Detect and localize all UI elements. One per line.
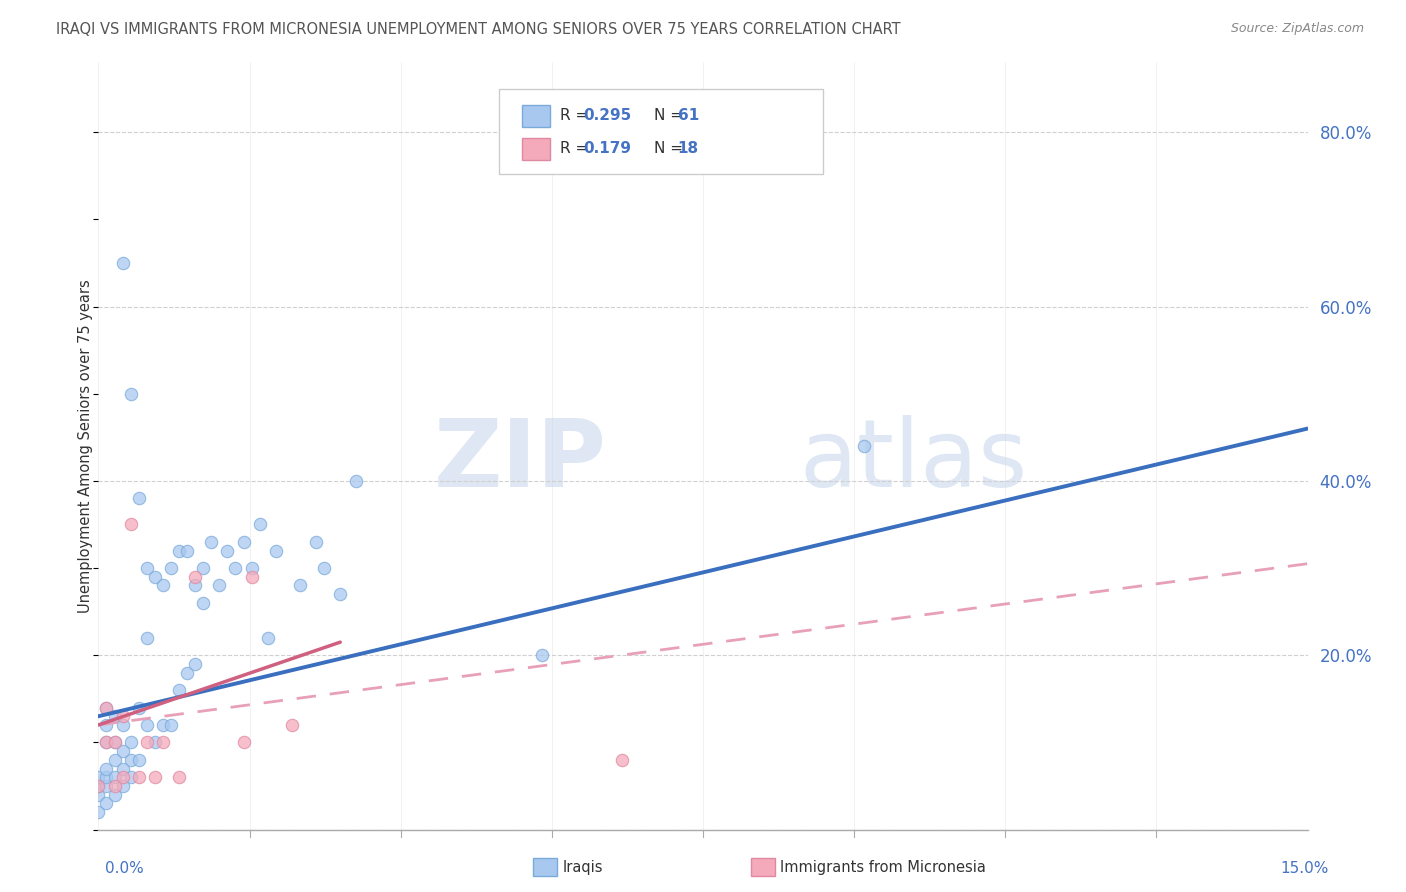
Point (240, 570, 263, 584)
Y-axis label: Unemployment Among Seniors over 75 years: Unemployment Among Seniors over 75 years (77, 279, 93, 613)
Point (288, 578, 311, 592)
Point (160, 561, 183, 575)
Point (160, 718, 183, 732)
Point (135, 735, 157, 749)
Point (152, 578, 174, 592)
Text: atlas: atlas (800, 416, 1028, 508)
Point (143, 735, 166, 749)
Point (256, 631, 278, 645)
Point (240, 561, 263, 575)
Point (120, 517, 142, 532)
Point (111, 718, 134, 732)
Text: Source: ZipAtlas.com: Source: ZipAtlas.com (1230, 22, 1364, 36)
Point (96, 700, 118, 714)
Point (103, 788, 125, 802)
Text: 0.0%: 0.0% (105, 861, 145, 876)
Point (128, 491, 150, 506)
Point (176, 543, 198, 558)
Point (103, 709, 125, 723)
Point (111, 709, 134, 723)
Point (612, 753, 634, 767)
Point (103, 735, 125, 749)
Point (120, 386, 142, 401)
Text: 0.179: 0.179 (583, 142, 631, 156)
Point (232, 735, 254, 749)
Point (120, 753, 142, 767)
Point (224, 561, 246, 575)
Point (232, 534, 254, 549)
Point (87, 779, 110, 793)
Point (87, 788, 110, 802)
Point (96, 770, 118, 784)
Point (193, 596, 215, 610)
Point (167, 683, 190, 698)
Point (344, 474, 367, 488)
Point (96, 735, 118, 749)
Text: R =: R = (560, 142, 593, 156)
Point (96, 718, 118, 732)
Point (208, 578, 231, 592)
Point (87, 805, 110, 819)
Point (329, 587, 352, 601)
Point (96, 779, 118, 793)
Point (264, 543, 287, 558)
Point (249, 517, 271, 532)
Text: R =: R = (560, 109, 593, 123)
Point (167, 543, 190, 558)
Point (111, 770, 134, 784)
Text: Iraqis: Iraqis (562, 860, 603, 874)
Point (135, 561, 157, 575)
Text: 61: 61 (678, 109, 699, 123)
Point (135, 718, 157, 732)
Point (96, 700, 118, 714)
Point (530, 648, 553, 663)
Point (184, 657, 207, 671)
Point (111, 256, 134, 270)
Point (120, 735, 142, 749)
Point (103, 770, 125, 784)
Point (111, 762, 134, 776)
Point (128, 753, 150, 767)
Point (167, 770, 190, 784)
Text: 0.295: 0.295 (583, 109, 631, 123)
Text: ZIP: ZIP (433, 416, 606, 508)
Point (314, 561, 336, 575)
Text: 15.0%: 15.0% (1281, 861, 1329, 876)
Text: N =: N = (654, 142, 688, 156)
Point (281, 718, 304, 732)
Point (111, 744, 134, 758)
Point (184, 570, 207, 584)
Point (128, 770, 150, 784)
Point (193, 561, 215, 575)
Point (96, 797, 118, 811)
Point (87, 779, 110, 793)
Point (143, 770, 166, 784)
Point (103, 735, 125, 749)
Point (128, 700, 150, 714)
Point (853, 439, 876, 453)
Point (143, 570, 166, 584)
Point (184, 578, 207, 592)
Point (135, 631, 157, 645)
Point (87, 770, 110, 784)
Point (200, 534, 222, 549)
Text: Immigrants from Micronesia: Immigrants from Micronesia (780, 860, 986, 874)
Point (96, 735, 118, 749)
Text: 18: 18 (678, 142, 699, 156)
Text: N =: N = (654, 109, 688, 123)
Point (152, 718, 174, 732)
Point (176, 665, 198, 680)
Point (103, 779, 125, 793)
Point (103, 753, 125, 767)
Point (120, 770, 142, 784)
Point (217, 543, 239, 558)
Point (152, 735, 174, 749)
Point (111, 779, 134, 793)
Point (96, 762, 118, 776)
Point (305, 534, 328, 549)
Text: IRAQI VS IMMIGRANTS FROM MICRONESIA UNEMPLOYMENT AMONG SENIORS OVER 75 YEARS COR: IRAQI VS IMMIGRANTS FROM MICRONESIA UNEM… (56, 22, 901, 37)
